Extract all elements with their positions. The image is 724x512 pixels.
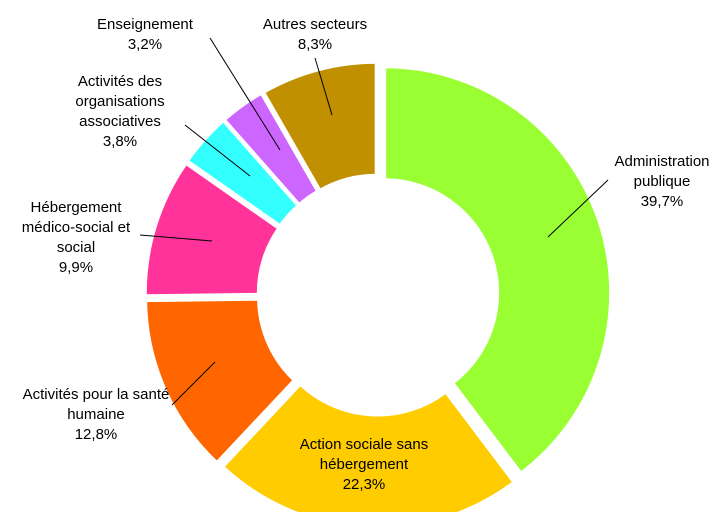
value-label: 22,3% [342,476,386,493]
slice-label: Autres secteurs 8,3% [255,15,375,55]
value-label: 12,8% [74,426,118,443]
value-label: 3,2% [127,36,163,53]
category-name: Action sociale sans hébergement [299,436,429,473]
donut-slice [261,60,378,193]
value-label: 3,8% [102,133,138,150]
value-label: 8,3% [297,36,333,53]
category-name: Activités des organisations associatives [75,73,165,130]
donut-slice [144,297,297,465]
value-label: 39,7% [640,193,684,210]
slice-label: Administration publique 39,7% [602,152,722,212]
category-name: Administration publique [614,153,710,190]
category-name: Hébergement médico-social et social [21,199,131,256]
leader-line [184,124,251,177]
leader-line [139,234,213,242]
leader-line [547,179,609,238]
slice-label: Activités des organisations associatives… [50,72,190,152]
donut-slice [220,382,516,512]
leader-line [171,361,216,406]
category-name: Activités pour la santé humaine [22,386,170,423]
slice-label: Hébergement médico-social et social 9,9% [11,198,141,278]
category-name: Enseignement [97,16,193,33]
donut-slice [185,118,301,228]
donut-slice [222,91,320,207]
value-label: 9,9% [58,259,94,276]
donut-slice [383,65,613,476]
slice-label: Enseignement 3,2% [85,15,205,55]
slice-label: Activités pour la santé humaine 12,8% [21,385,171,445]
category-name: Autres secteurs [262,16,368,33]
slice-label: Action sociale sans hébergement 22,3% [284,435,444,495]
leader-line [209,37,281,151]
leader-line [314,57,333,116]
donut-slice [143,161,281,298]
